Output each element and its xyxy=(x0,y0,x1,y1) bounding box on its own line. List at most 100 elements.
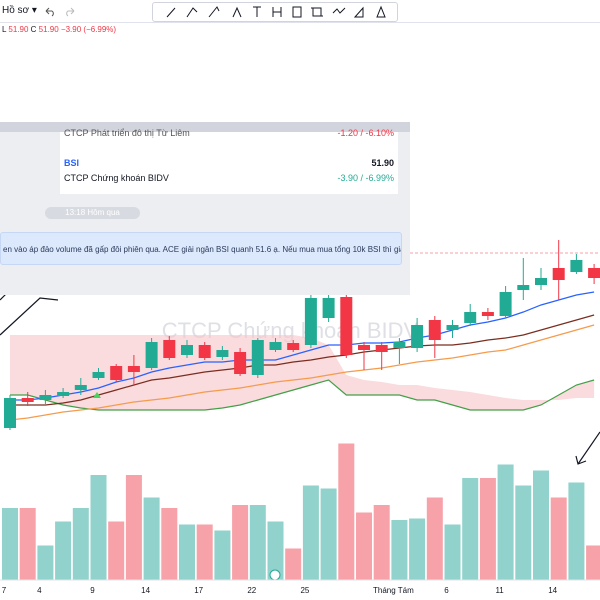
tool-pen[interactable] xyxy=(208,6,220,18)
volume-bar xyxy=(161,508,178,580)
tool-rect[interactable] xyxy=(292,6,302,18)
tool-wave[interactable] xyxy=(332,7,346,14)
tool-brush[interactable] xyxy=(186,7,198,18)
quote-row[interactable]: BSI 51.90 xyxy=(64,158,394,168)
candle-body xyxy=(216,350,229,357)
panel-header xyxy=(0,122,410,132)
quote-change: -1.20 / -6.10% xyxy=(337,128,394,138)
volume-bar xyxy=(356,512,372,580)
x-tick-label: 25 xyxy=(300,586,309,595)
tool-measure[interactable] xyxy=(272,7,282,17)
candle-body xyxy=(517,285,530,290)
quote-table: CTCP Phát triển đô thị Từ Liêm -1.20 / -… xyxy=(60,128,398,194)
cloud-edge xyxy=(10,379,595,411)
tool-path[interactable] xyxy=(232,6,242,18)
watchlist-panel: CTCP Phát triển đô thị Từ Liêm -1.20 / -… xyxy=(0,122,410,295)
close-label: C xyxy=(30,25,37,34)
event-marker[interactable] xyxy=(269,569,281,581)
volume-bar xyxy=(462,478,479,580)
candle-body xyxy=(481,312,494,316)
volume-bar xyxy=(143,497,160,580)
volume-bar xyxy=(515,485,532,580)
volume-bar xyxy=(179,524,195,580)
volume-bar xyxy=(391,520,408,580)
x-tick-label: 22 xyxy=(247,586,256,595)
quote-name: CTCP Phát triển đô thị Từ Liêm xyxy=(64,128,190,138)
volume-bar xyxy=(214,530,231,580)
volume-bar xyxy=(302,485,319,580)
volume-bar xyxy=(444,524,461,580)
volume-bar xyxy=(497,464,514,580)
volume-bar xyxy=(586,545,600,580)
candle-body xyxy=(57,392,70,396)
volume-bar xyxy=(568,482,585,580)
volume-bar xyxy=(125,475,142,580)
candle-body xyxy=(74,385,87,390)
top-toolbar: Hồ sơ ▾ xyxy=(0,0,600,23)
indicator-line xyxy=(10,291,595,401)
x-tick-label: 14 xyxy=(548,586,557,595)
candle-body xyxy=(181,345,193,355)
tool-fib[interactable] xyxy=(376,5,386,18)
candle-body xyxy=(198,345,211,358)
message-time: 13:18 Hôm qua xyxy=(45,207,140,219)
tool-line[interactable] xyxy=(166,7,176,18)
x-tick-label: 11 xyxy=(495,586,504,595)
x-tick-label: 4 xyxy=(37,586,42,595)
candle-body xyxy=(269,342,282,350)
candle-body xyxy=(552,268,565,280)
candle-body xyxy=(110,366,123,380)
volume-bar xyxy=(426,497,443,580)
x-tick-label: 14 xyxy=(141,586,150,595)
x-tick-label: 7 xyxy=(2,586,7,595)
x-tick-label: 17 xyxy=(194,586,203,595)
volume-bar xyxy=(320,488,337,580)
volume-bar xyxy=(267,521,284,580)
candle-body xyxy=(535,278,547,285)
x-tick-label: 6 xyxy=(444,586,449,595)
candle-body xyxy=(287,343,300,350)
volume-bar xyxy=(373,505,390,580)
candle-body xyxy=(21,398,34,402)
signal-marker xyxy=(93,392,101,398)
candle-body xyxy=(393,342,406,348)
profile-label: Hồ sơ xyxy=(2,5,30,16)
candle-body xyxy=(304,298,317,345)
volume-bar xyxy=(90,475,107,580)
message-bubble[interactable]: en vào áp đảo volume đã gấp đôi phiên qu… xyxy=(0,232,402,265)
volume-bar xyxy=(285,548,302,580)
trend-drawing xyxy=(0,297,59,336)
undo-redo[interactable] xyxy=(42,5,82,17)
candle-body xyxy=(358,345,370,350)
volume-bar xyxy=(196,524,213,580)
quote-row[interactable]: CTCP Phát triển đô thị Từ Liêm -1.20 / -… xyxy=(64,128,394,138)
candle-body xyxy=(127,366,140,372)
tool-frame[interactable] xyxy=(311,7,323,17)
volume-bar xyxy=(108,521,125,580)
close-value: 51.90 xyxy=(38,25,59,34)
volume-bar xyxy=(37,545,54,580)
quote-symbol: BSI xyxy=(64,158,80,168)
indicator-line xyxy=(9,324,595,421)
message-text: en vào áp đảo volume đã gấp đôi phiên qu… xyxy=(3,245,402,254)
quote-name: CTCP Chứng khoán BIDV xyxy=(64,173,169,183)
volume-bar xyxy=(409,518,426,580)
volume-bar xyxy=(55,521,72,580)
volume-bar xyxy=(249,505,266,580)
quote-price: 51.90 xyxy=(371,158,394,168)
tool-text[interactable] xyxy=(253,6,261,17)
volume-bar xyxy=(2,508,18,580)
volume-bar xyxy=(232,505,249,580)
tool-ruler[interactable] xyxy=(353,6,364,18)
candle-body xyxy=(464,312,477,323)
drawing-toolbar xyxy=(152,2,398,22)
candle-body xyxy=(428,320,441,340)
volume-bar xyxy=(19,508,36,580)
candle-body xyxy=(446,325,459,330)
profile-menu[interactable]: Hồ sơ ▾ xyxy=(2,5,37,16)
quote-change: -3.90 / -6.99% xyxy=(337,173,394,183)
candle-body xyxy=(375,345,388,352)
x-tick-label: 9 xyxy=(90,586,95,595)
